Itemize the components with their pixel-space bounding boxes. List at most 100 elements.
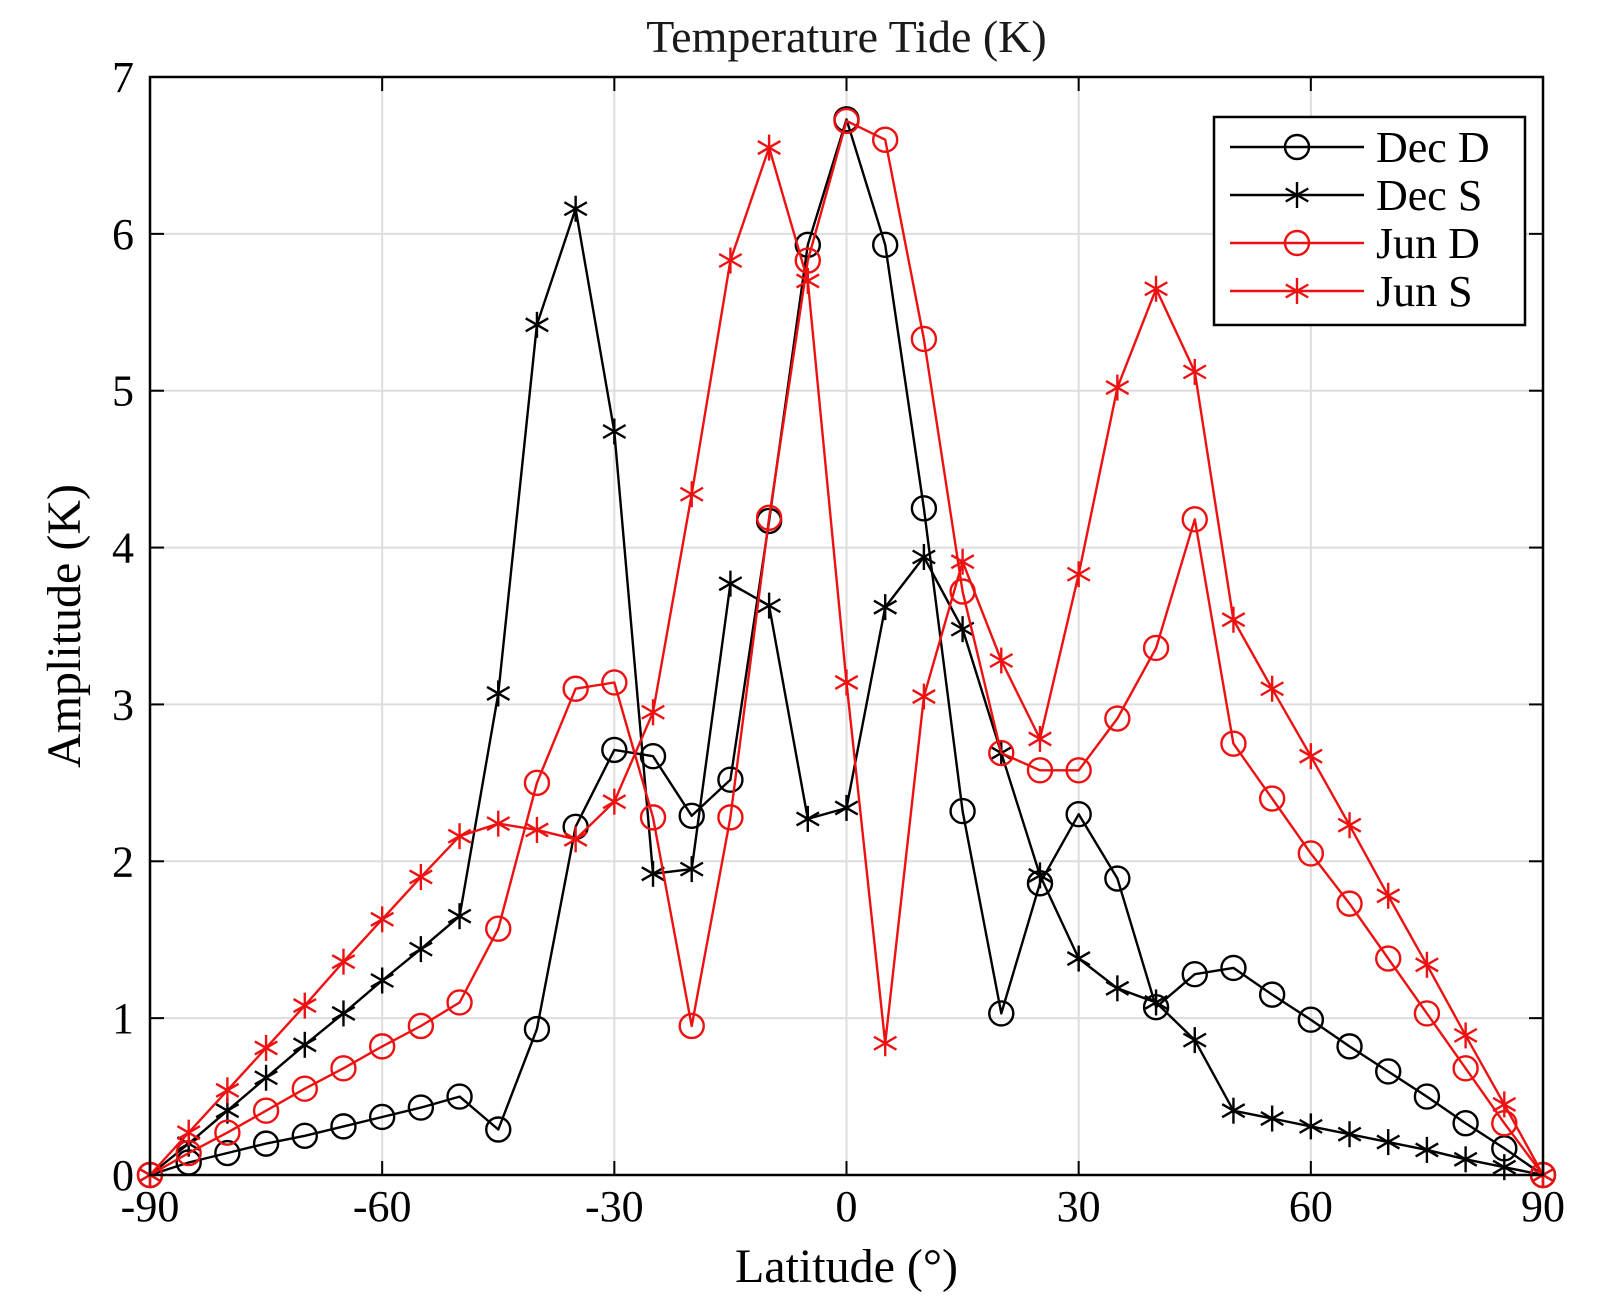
star-stroke [1260, 681, 1284, 697]
data-point-dec-s [1066, 945, 1091, 972]
data-point-dec-d [717, 766, 744, 793]
legend-item-dec-d: Dec D [1230, 123, 1490, 172]
data-point-dec-d [601, 736, 628, 764]
data-point-jun-s [1066, 561, 1091, 588]
data-point-dec-s [1182, 1027, 1207, 1054]
data-point-dec-d [1452, 1110, 1479, 1137]
legend-item-dec-s: Dec S [1230, 171, 1482, 220]
data-point-dec-d [1297, 1006, 1325, 1033]
star-stroke [292, 1037, 317, 1053]
data-point-dec-d [368, 1103, 396, 1131]
data-point-jun-d [833, 107, 860, 135]
data-point-jun-s [1415, 951, 1439, 978]
star-stroke [1221, 612, 1246, 628]
star-stroke [1285, 283, 1309, 299]
data-point-jun-d [1258, 785, 1286, 812]
axis-ticks [149, 76, 1544, 1176]
data-point-dec-d [407, 1094, 435, 1121]
star-stroke [1453, 1151, 1478, 1167]
tick-labels: -90 -60 -30 0 30 60 90 0 1 2 3 4 5 6 7 [112, 53, 1565, 1231]
series-jun-s [138, 134, 1555, 1188]
star-stroke [834, 800, 859, 816]
data-point-dec-s [1028, 862, 1052, 889]
data-point-dec-d [1181, 961, 1208, 988]
data-point-jun-s [525, 816, 549, 843]
data-point-jun-s [1260, 675, 1284, 702]
data-point-jun-d [1452, 1055, 1479, 1082]
x-tick-label: -30 [585, 1182, 644, 1231]
star-stroke [1028, 867, 1052, 883]
x-tick-label: 0 [836, 1182, 858, 1231]
data-point-dec-d [1413, 1083, 1441, 1110]
data-point-dec-s [679, 856, 704, 883]
star-stroke [1260, 1110, 1284, 1127]
star-stroke [370, 972, 395, 989]
star-stroke [1182, 1032, 1207, 1048]
star-stroke [1376, 888, 1401, 904]
star-stroke [447, 908, 472, 924]
data-point-jun-s [757, 134, 781, 161]
chart-title: Temperature Tide (K) [646, 11, 1046, 62]
series-line-jun-d [149, 119, 1544, 1177]
data-point-dec-d [988, 1000, 1015, 1027]
data-point-jun-s [1492, 1091, 1517, 1118]
data-point-dec-s [834, 794, 859, 821]
star-stroke [1376, 1134, 1401, 1150]
y-tick-label: 2 [112, 837, 134, 886]
legend-item-jun-s: Jun S [1230, 267, 1473, 316]
data-point-dec-d [1336, 1033, 1363, 1060]
data-point-jun-s [447, 823, 472, 850]
data-point-dec-s [718, 570, 743, 597]
series-jun-d [136, 107, 1557, 1189]
data-point-jun-d [1065, 757, 1092, 784]
data-point-jun-d [601, 669, 628, 696]
star-stroke [1415, 957, 1439, 973]
data-point-jun-d [1181, 506, 1208, 533]
legend-label: Dec D [1376, 123, 1490, 172]
data-point-dec-s [873, 594, 898, 621]
star-stroke [679, 861, 704, 877]
data-point-dec-s [1105, 975, 1130, 1002]
data-point-jun-s [331, 948, 356, 975]
data-point-jun-s [873, 1030, 898, 1057]
data-point-dec-d [485, 1116, 512, 1143]
star-stroke [1066, 566, 1091, 582]
star-stroke [1285, 187, 1309, 203]
data-point-jun-d [1026, 757, 1054, 784]
x-tick-label: -60 [353, 1182, 412, 1231]
legend-label: Dec S [1376, 171, 1482, 220]
data-point-jun-s [989, 647, 1014, 674]
data-point-jun-d [252, 1097, 280, 1124]
star-stroke [292, 998, 317, 1014]
data-point-dec-d [291, 1122, 318, 1149]
data-point-dec-s [525, 311, 549, 338]
data-point-jun-s [641, 699, 665, 726]
data-point-jun-s [1182, 358, 1207, 385]
data-point-dec-d [523, 1015, 551, 1043]
data-point-jun-d [988, 739, 1015, 767]
star-stroke [409, 869, 433, 885]
star-stroke [1105, 380, 1130, 396]
data-point-jun-d [523, 769, 551, 797]
data-point-dec-s [795, 805, 820, 832]
star-stroke [176, 1125, 201, 1141]
star-stroke [254, 1070, 278, 1086]
star-stroke [1453, 1027, 1478, 1043]
legend-marker [1283, 229, 1311, 257]
data-point-dec-d [1220, 954, 1247, 982]
data-point-dec-s [486, 680, 511, 707]
data-point-dec-s [757, 592, 781, 619]
star-stroke [718, 252, 743, 269]
star-stroke [331, 954, 356, 970]
star-stroke [834, 674, 859, 691]
star-stroke [254, 1040, 278, 1056]
star-stroke [1337, 1126, 1362, 1142]
data-point-jun-d [1336, 890, 1363, 917]
data-point-jun-s [1028, 725, 1052, 752]
data-point-jun-d [1375, 945, 1402, 972]
star-stroke [1337, 817, 1362, 833]
data-point-jun-d [291, 1075, 318, 1102]
data-point-jun-d [871, 126, 899, 153]
data-point-jun-s [486, 810, 511, 837]
